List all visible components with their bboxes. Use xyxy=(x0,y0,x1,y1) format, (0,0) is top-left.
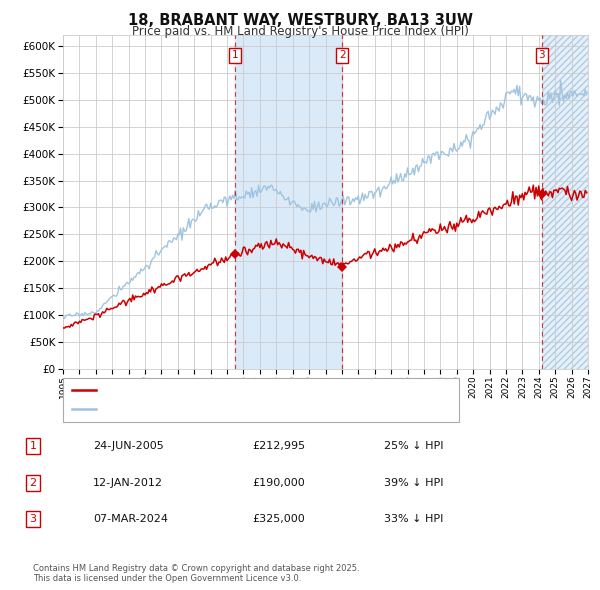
Text: 18, BRABANT WAY, WESTBURY, BA13 3UW (detached house): 18, BRABANT WAY, WESTBURY, BA13 3UW (det… xyxy=(99,385,401,395)
Bar xyxy=(542,35,588,369)
Bar xyxy=(235,35,343,369)
Text: £212,995: £212,995 xyxy=(252,441,305,451)
Text: 18, BRABANT WAY, WESTBURY, BA13 3UW: 18, BRABANT WAY, WESTBURY, BA13 3UW xyxy=(128,13,473,28)
Text: 3: 3 xyxy=(538,50,545,60)
Text: 12-JAN-2012: 12-JAN-2012 xyxy=(93,478,163,487)
Text: 39% ↓ HPI: 39% ↓ HPI xyxy=(384,478,443,487)
Text: Price paid vs. HM Land Registry's House Price Index (HPI): Price paid vs. HM Land Registry's House … xyxy=(131,25,469,38)
Text: £325,000: £325,000 xyxy=(252,514,305,524)
Text: 25% ↓ HPI: 25% ↓ HPI xyxy=(384,441,443,451)
Text: 2: 2 xyxy=(339,50,346,60)
Text: HPI: Average price, detached house, Wiltshire: HPI: Average price, detached house, Wilt… xyxy=(99,405,327,414)
Text: 2: 2 xyxy=(29,478,37,487)
Text: 3: 3 xyxy=(29,514,37,524)
Text: 07-MAR-2024: 07-MAR-2024 xyxy=(93,514,168,524)
Bar xyxy=(542,35,588,369)
Text: Contains HM Land Registry data © Crown copyright and database right 2025.
This d: Contains HM Land Registry data © Crown c… xyxy=(33,563,359,583)
Text: £190,000: £190,000 xyxy=(252,478,305,487)
Text: 1: 1 xyxy=(232,50,238,60)
Text: 1: 1 xyxy=(29,441,37,451)
Text: 24-JUN-2005: 24-JUN-2005 xyxy=(93,441,164,451)
Text: 33% ↓ HPI: 33% ↓ HPI xyxy=(384,514,443,524)
